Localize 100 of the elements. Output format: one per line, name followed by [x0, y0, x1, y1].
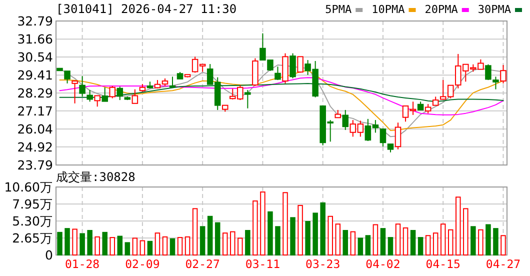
- candlestick: [500, 64, 506, 84]
- bar: [425, 235, 431, 256]
- candlestick: [94, 95, 100, 108]
- candlestick: [102, 86, 108, 102]
- bar: [486, 224, 491, 256]
- bar: [388, 237, 394, 256]
- bar: [335, 224, 341, 256]
- y-tick-label: 0: [45, 248, 54, 262]
- bar: [350, 231, 356, 256]
- bar: [214, 222, 220, 256]
- bar: [328, 216, 333, 256]
- candlestick: [492, 76, 499, 90]
- bar: [275, 226, 280, 256]
- candlestick: [342, 109, 349, 130]
- bar: [132, 238, 138, 256]
- bar: [110, 237, 116, 256]
- legend-label: 30PMA: [478, 3, 512, 16]
- bar: [282, 192, 288, 256]
- legend-label: 10PMA: [372, 3, 406, 16]
- bar: [64, 228, 70, 256]
- bar: [493, 228, 498, 256]
- candlestick: [297, 56, 304, 74]
- bar: [268, 211, 273, 256]
- bar: [230, 231, 236, 256]
- bar: [245, 230, 250, 256]
- x-tick-label: 02-27: [185, 257, 220, 271]
- y-tick-label: 32.79: [17, 14, 54, 28]
- candlestick: [132, 88, 138, 104]
- candlestick: [109, 85, 116, 99]
- candlestick: [72, 80, 78, 104]
- bar: [170, 238, 176, 256]
- y-tick-label: 27.17: [17, 103, 53, 118]
- bar: [470, 226, 476, 256]
- x-tick-label: 04-15: [426, 257, 460, 271]
- bar: [298, 204, 303, 256]
- candlestick: [380, 128, 386, 148]
- bar: [260, 191, 266, 256]
- candlestick: [79, 76, 86, 98]
- bar: [320, 202, 326, 256]
- bar: [410, 230, 416, 256]
- bar: [358, 238, 364, 256]
- candlestick: [244, 89, 251, 109]
- y-tick-label: 30.54: [17, 50, 54, 64]
- bar: [478, 229, 484, 256]
- y-tick-label: 26.04: [17, 122, 54, 136]
- bar: [192, 208, 198, 256]
- bar: [305, 221, 310, 256]
- candlestick: [394, 122, 402, 150]
- bar: [290, 217, 296, 256]
- bar: [252, 200, 258, 256]
- bar: [177, 237, 183, 256]
- bar: [372, 224, 378, 256]
- bar: [207, 216, 213, 256]
- bar: [440, 224, 446, 256]
- bar: [94, 236, 100, 256]
- bar: [72, 228, 78, 256]
- y-tick-label: 23.79: [17, 158, 54, 172]
- y-tick-label: 7.95万: [12, 196, 53, 212]
- bar: [312, 212, 318, 256]
- chart-title: 成交量:30828: [56, 170, 136, 184]
- bar: [463, 208, 468, 256]
- bar: [102, 232, 108, 256]
- candlestick: [485, 64, 492, 81]
- bar: [500, 235, 506, 256]
- y-tick-label: 10.60万: [4, 180, 53, 194]
- legend-label: 5PMA: [325, 3, 352, 16]
- chart-title: [301041] 2026-04-27 11:30: [56, 2, 237, 16]
- x-tick-label: 04-02: [366, 257, 400, 271]
- bar: [140, 240, 146, 256]
- bar: [402, 227, 408, 256]
- y-tick-label: 2.65万: [12, 230, 53, 246]
- bar: [342, 230, 348, 256]
- bar: [380, 228, 386, 256]
- bar: [432, 232, 438, 256]
- y-tick-label: 31.66: [17, 32, 54, 47]
- x-tick-label: 03-23: [306, 257, 340, 271]
- bar: [365, 235, 371, 256]
- x-tick-label: 03-11: [245, 257, 280, 271]
- bar: [87, 230, 92, 256]
- bar: [238, 238, 243, 256]
- bar: [57, 232, 62, 256]
- candlestick: [252, 58, 258, 86]
- candlestick: [86, 89, 93, 102]
- y-tick-label: 5.30万: [12, 214, 53, 228]
- candlestick: [169, 76, 176, 88]
- bar: [147, 240, 153, 256]
- y-tick-label: 28.29: [17, 86, 54, 100]
- bar: [222, 232, 228, 256]
- bar: [80, 233, 85, 256]
- x-tick-label: 02-09: [125, 257, 160, 271]
- candlestick: [290, 52, 296, 79]
- legend-label: 20PMA: [424, 3, 458, 16]
- x-tick-label: 04-27: [486, 257, 521, 271]
- bar: [117, 236, 123, 256]
- bar: [162, 236, 168, 256]
- x-tick-label: 01-28: [64, 257, 100, 271]
- bar: [418, 237, 424, 256]
- candlestick: [116, 86, 124, 101]
- y-tick-label: 24.92: [17, 139, 53, 154]
- candlestick: [424, 104, 432, 114]
